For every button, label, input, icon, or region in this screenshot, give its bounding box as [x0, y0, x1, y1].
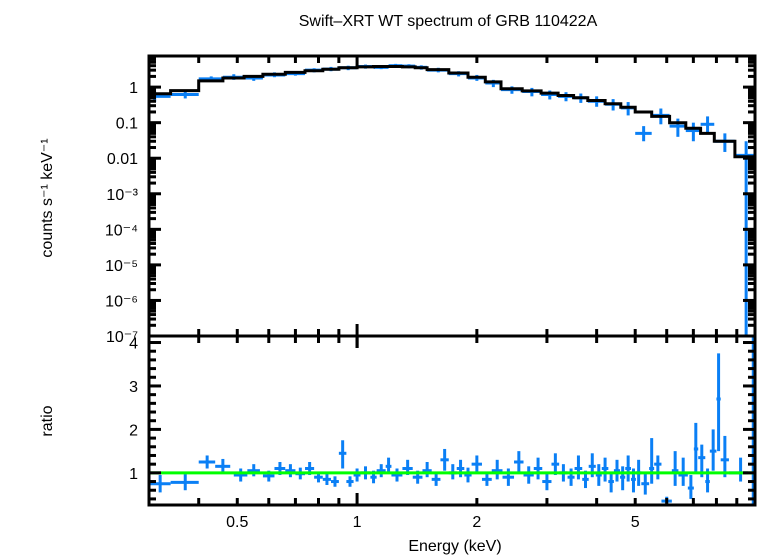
y-tick-label: 0.01: [107, 151, 138, 168]
y-axis-label-ratio: ratio: [39, 405, 56, 436]
ratio-data-point: [502, 468, 515, 486]
y-tick-label: 10⁻³: [106, 187, 138, 204]
ratio-data-point: [649, 438, 655, 484]
y-tick-label: 2: [129, 422, 138, 439]
ratio-data-point: [215, 458, 231, 474]
ratio-data-point: [608, 472, 614, 493]
ratio-data-point: [346, 476, 354, 487]
ratio-data-point: [728, 457, 748, 482]
ratio-data-point: [601, 457, 609, 482]
ratio-data-point: [331, 476, 339, 487]
ratio-data-point: [595, 464, 602, 486]
ratio-data-point: [431, 472, 441, 486]
y-tick-label: 4: [129, 336, 138, 353]
chart-title: Swift–XRT WT spectrum of GRB 110422A: [299, 13, 598, 30]
ratio-data-point: [385, 457, 392, 474]
y-tick-label: 10⁻⁷: [106, 329, 138, 346]
ratio-data-point: [523, 466, 534, 484]
ratio-data-point: [687, 475, 694, 499]
spectrum-data-point: [700, 116, 715, 134]
y-tick-label: 10⁻⁶: [105, 293, 138, 310]
y-tick-label: 3: [129, 379, 138, 396]
spectrum-frame: [147, 54, 757, 338]
ratio-data-point: [654, 455, 662, 480]
ratio-data-point: [567, 468, 575, 486]
y-tick-label: 1: [129, 466, 138, 483]
ratio-data-point: [170, 474, 199, 491]
model-step-line: [149, 65, 755, 159]
ratio-data-point: [481, 472, 492, 486]
y-tick-label: 10⁻⁴: [105, 222, 138, 239]
x-tick-label: 1: [353, 514, 362, 531]
ratio-data-point: [514, 451, 524, 473]
ratio-data-point: [422, 461, 432, 478]
ratio-data-point: [198, 455, 216, 469]
spectrum-data-point: [685, 122, 701, 142]
ratio-data-point: [625, 455, 632, 482]
spectrum-panel-marks: [149, 63, 755, 336]
ratio-data-point: [471, 455, 482, 473]
x-tick-label: 5: [631, 514, 640, 531]
ratio-data-point: [247, 464, 260, 477]
ratio-data-point: [613, 459, 621, 482]
ratio-data-point: [671, 451, 679, 486]
x-tick-label: 0.5: [226, 514, 248, 531]
y-tick-label: 1: [129, 80, 138, 97]
ratio-data-point: [533, 457, 543, 480]
ratio-data-point: [440, 448, 449, 471]
x-axis-label: Energy (keV): [408, 538, 501, 555]
ratio-data-point: [720, 435, 729, 478]
ratio-data-point: [149, 475, 171, 493]
ratio-data-point: [391, 468, 403, 482]
y-tick-label: 0.1: [116, 116, 138, 133]
y-tick-label: 10⁻⁵: [105, 258, 138, 275]
ratio-data-point: [353, 468, 361, 482]
ratio-data-point: [233, 468, 248, 482]
ratio-data-point: [693, 422, 699, 473]
ratio-data-point: [491, 459, 503, 480]
ratio-data-point: [464, 467, 472, 483]
x-tick-label: 2: [472, 514, 481, 531]
ratio-data-point: [620, 466, 626, 491]
ratio-data-point: [322, 473, 332, 486]
ratio-data-point: [456, 459, 465, 478]
ratio-data-point: [338, 440, 347, 469]
ratio-data-point: [641, 472, 650, 495]
ratio-data-point: [376, 464, 386, 478]
ratio-panel-marks: [149, 336, 755, 505]
spectrum-data-point: [635, 126, 652, 142]
ratio-data-point: [285, 464, 296, 478]
ratio-data-point: [709, 429, 717, 471]
ratio-data-point: [716, 353, 721, 452]
y-axis-label-spectrum: counts s⁻¹ keV⁻¹: [39, 138, 56, 257]
ratio-data-point: [542, 472, 552, 491]
ratio-data-point: [574, 455, 583, 480]
